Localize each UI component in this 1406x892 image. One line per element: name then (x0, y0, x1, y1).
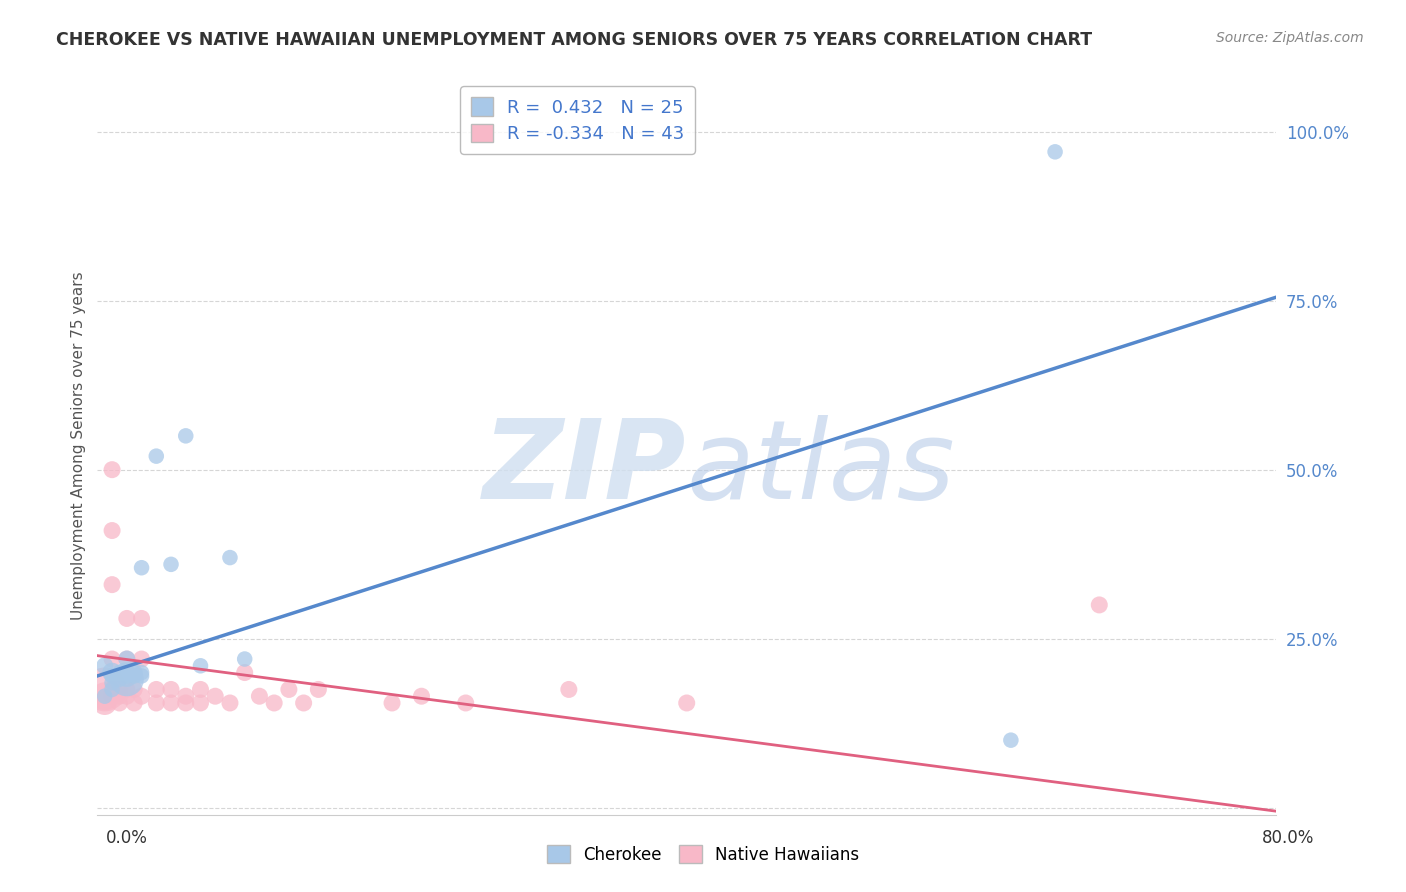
Point (115, 690, 138, 704)
Point (101, 652, 124, 666)
Point (233, 665, 256, 680)
Point (131, 611, 153, 625)
Point (190, 682, 212, 697)
Point (145, 449, 167, 463)
Point (160, 696, 183, 710)
Text: 0.0%: 0.0% (105, 829, 148, 847)
Point (277, 682, 299, 697)
Point (93, 658, 115, 673)
Point (101, 675, 124, 690)
Point (204, 690, 226, 704)
Point (122, 665, 145, 680)
Point (145, 696, 167, 710)
Point (1088, 598, 1111, 612)
Text: Source: ZipAtlas.com: Source: ZipAtlas.com (1216, 31, 1364, 45)
Point (249, 690, 271, 704)
Point (108, 665, 131, 680)
Point (558, 682, 581, 697)
Point (108, 696, 131, 710)
Legend: R =  0.432   N = 25, R = -0.334   N = 43: R = 0.432 N = 25, R = -0.334 N = 43 (460, 87, 695, 154)
Point (190, 696, 212, 710)
Point (174, 696, 197, 710)
Point (93, 690, 115, 704)
Point (101, 682, 124, 697)
Point (115, 669, 138, 683)
Point (108, 682, 131, 697)
Point (115, 682, 138, 697)
Point (122, 682, 145, 697)
Text: atlas: atlas (686, 415, 955, 522)
Legend: Cherokee, Native Hawaiians: Cherokee, Native Hawaiians (540, 838, 866, 871)
Point (101, 577, 124, 591)
Point (219, 696, 242, 710)
Text: 80.0%: 80.0% (1263, 829, 1315, 847)
Point (174, 690, 197, 704)
Point (101, 463, 124, 477)
Text: ZIP: ZIP (484, 415, 686, 522)
Point (115, 652, 138, 666)
Point (101, 682, 124, 697)
Point (93, 682, 115, 697)
Point (1000, 733, 1022, 747)
Point (131, 665, 153, 680)
Point (219, 550, 242, 565)
Point (115, 611, 138, 625)
Point (675, 696, 697, 710)
Point (131, 690, 153, 704)
Point (454, 696, 477, 710)
Point (160, 558, 183, 572)
Point (381, 696, 404, 710)
Point (233, 652, 256, 666)
Point (160, 682, 183, 697)
Point (101, 669, 124, 683)
Point (174, 429, 197, 443)
Point (307, 682, 329, 697)
Point (115, 673, 138, 687)
Point (115, 652, 138, 666)
Point (101, 690, 124, 704)
Point (190, 658, 212, 673)
Point (1043, 145, 1066, 159)
Text: CHEROKEE VS NATIVE HAWAIIAN UNEMPLOYMENT AMONG SENIORS OVER 75 YEARS CORRELATION: CHEROKEE VS NATIVE HAWAIIAN UNEMPLOYMENT… (56, 31, 1092, 49)
Point (131, 669, 153, 683)
Point (131, 652, 153, 666)
Point (145, 682, 167, 697)
Point (108, 673, 131, 687)
Point (411, 690, 433, 704)
Point (93, 690, 115, 704)
Point (131, 560, 153, 574)
Point (292, 696, 315, 710)
Point (108, 690, 131, 704)
Point (101, 665, 124, 680)
Point (122, 669, 145, 683)
Point (263, 696, 285, 710)
Point (93, 696, 115, 710)
Point (101, 524, 124, 538)
Point (122, 696, 145, 710)
Point (115, 669, 138, 683)
Y-axis label: Unemployment Among Seniors over 75 years: Unemployment Among Seniors over 75 years (72, 272, 86, 620)
